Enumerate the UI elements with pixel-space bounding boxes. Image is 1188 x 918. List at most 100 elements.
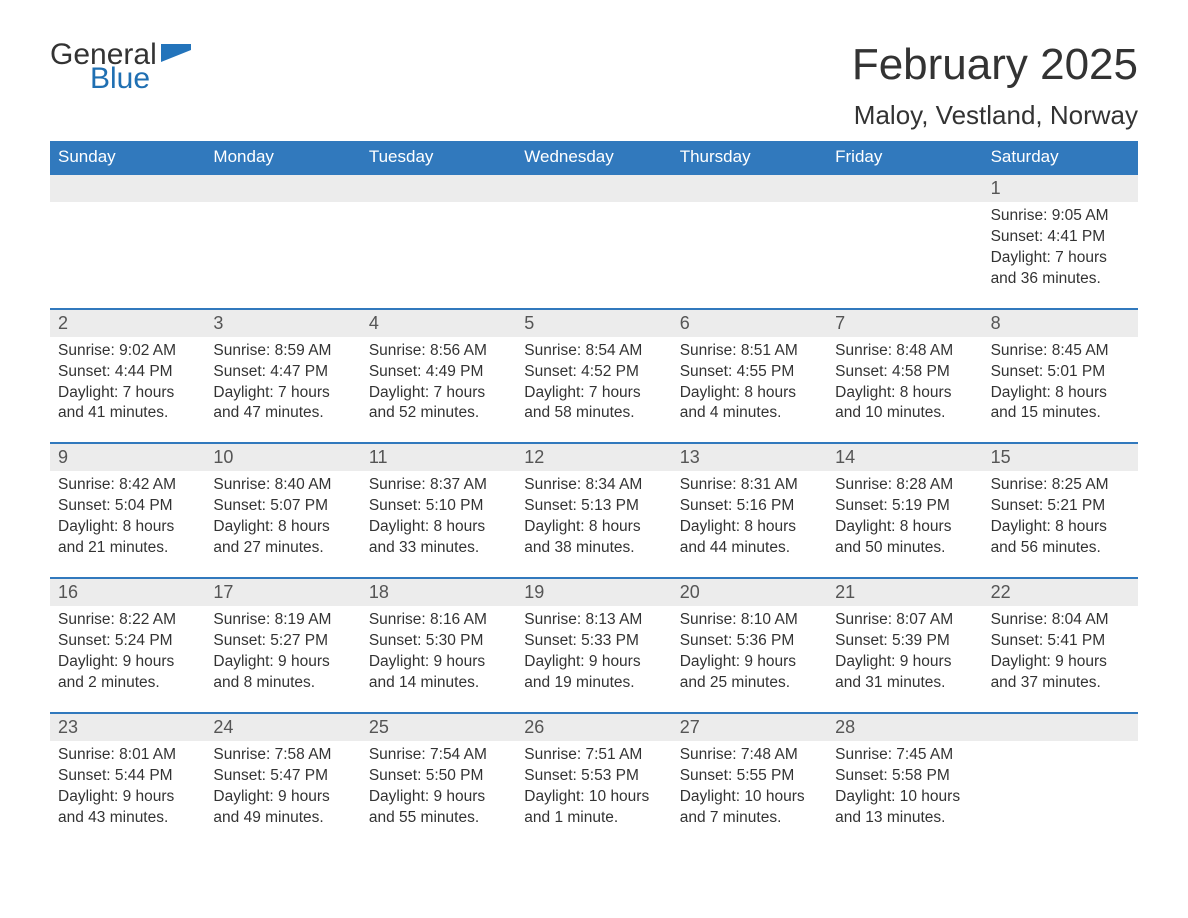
date-cell: 20 bbox=[672, 579, 827, 606]
daylight2-text: and 15 minutes. bbox=[991, 403, 1130, 424]
content-row: Sunrise: 8:22 AMSunset: 5:24 PM Daylight:… bbox=[50, 606, 1138, 712]
sunset-text: Sunset: 5:04 PM bbox=[58, 496, 197, 517]
daylight2-text: and 8 minutes. bbox=[213, 673, 352, 694]
date-row: 1 bbox=[50, 173, 1138, 202]
content-row: Sunrise: 8:42 AMSunset: 5:04 PM Daylight:… bbox=[50, 471, 1138, 577]
day-content: Sunrise: 8:59 AMSunset: 4:47 PMDaylight:… bbox=[205, 337, 360, 443]
sunrise-text: Sunrise: 8:19 AM bbox=[213, 610, 352, 631]
day-content bbox=[672, 202, 827, 308]
day-content: Sunrise: 8:07 AMSunset: 5:39 PMDaylight:… bbox=[827, 606, 982, 712]
date-cell: 16 bbox=[50, 579, 205, 606]
date-cell: 9 bbox=[50, 444, 205, 471]
logo-blue: Blue bbox=[90, 64, 157, 94]
day-content bbox=[50, 202, 205, 308]
day-content: Sunrise: 8:22 AMSunset: 5:24 PMDaylight:… bbox=[50, 606, 205, 712]
daylight2-text: and 36 minutes. bbox=[991, 269, 1130, 290]
date-cell: 18 bbox=[361, 579, 516, 606]
sunrise-text: Sunrise: 8:22 AM bbox=[58, 610, 197, 631]
content-row: Sunrise: 9:02 AMSunset: 4:44 PMDaylight:… bbox=[50, 337, 1138, 443]
daylight2-text: and 43 minutes. bbox=[58, 808, 197, 829]
date-cell: 21 bbox=[827, 579, 982, 606]
sunrise-text: Sunrise: 8:42 AM bbox=[58, 475, 197, 496]
date-cell bbox=[516, 175, 671, 202]
date-cell: 24 bbox=[205, 714, 360, 741]
sunrise-text: Sunrise: 8:25 AM bbox=[991, 475, 1130, 496]
date-cell bbox=[672, 175, 827, 202]
daylight1-text: Daylight: 7 hours bbox=[991, 248, 1130, 269]
daylight1-text: Daylight: 9 hours bbox=[369, 787, 508, 808]
date-cell: 4 bbox=[361, 310, 516, 337]
daylight2-text: and 50 minutes. bbox=[835, 538, 974, 559]
date-row: 9101112131415 bbox=[50, 442, 1138, 471]
sunset-text: Sunset: 4:49 PM bbox=[369, 362, 508, 383]
daylight1-text: Daylight: 8 hours bbox=[835, 517, 974, 538]
date-cell bbox=[50, 175, 205, 202]
sunset-text: Sunset: 5:55 PM bbox=[680, 766, 819, 787]
sunrise-text: Sunrise: 8:31 AM bbox=[680, 475, 819, 496]
daylight1-text: Daylight: 9 hours bbox=[58, 787, 197, 808]
daylight1-text: Daylight: 9 hours bbox=[680, 652, 819, 673]
sunset-text: Sunset: 5:10 PM bbox=[369, 496, 508, 517]
day-label-wednesday: Wednesday bbox=[516, 141, 671, 173]
daylight1-text: Daylight: 10 hours bbox=[835, 787, 974, 808]
daylight1-text: Daylight: 9 hours bbox=[835, 652, 974, 673]
date-cell: 19 bbox=[516, 579, 671, 606]
date-cell: 23 bbox=[50, 714, 205, 741]
daylight1-text: Daylight: 8 hours bbox=[991, 517, 1130, 538]
daylight2-text: and 2 minutes. bbox=[58, 673, 197, 694]
day-content: Sunrise: 7:48 AMSunset: 5:55 PMDaylight:… bbox=[672, 741, 827, 847]
weeks-container: 1Sunrise: 9:05 AMSunset: 4:41 PMDaylight… bbox=[50, 173, 1138, 846]
sunset-text: Sunset: 5:19 PM bbox=[835, 496, 974, 517]
month-title: February 2025 bbox=[852, 40, 1138, 90]
sunset-text: Sunset: 5:47 PM bbox=[213, 766, 352, 787]
sunrise-text: Sunrise: 8:51 AM bbox=[680, 341, 819, 362]
day-content: Sunrise: 7:45 AMSunset: 5:58 PMDaylight:… bbox=[827, 741, 982, 847]
daylight1-text: Daylight: 7 hours bbox=[213, 383, 352, 404]
daylight2-text: and 37 minutes. bbox=[991, 673, 1130, 694]
sunrise-text: Sunrise: 8:28 AM bbox=[835, 475, 974, 496]
sunset-text: Sunset: 5:21 PM bbox=[991, 496, 1130, 517]
day-content bbox=[361, 202, 516, 308]
date-cell: 12 bbox=[516, 444, 671, 471]
sunset-text: Sunset: 5:16 PM bbox=[680, 496, 819, 517]
content-row: Sunrise: 9:05 AMSunset: 4:41 PMDaylight:… bbox=[50, 202, 1138, 308]
daylight1-text: Daylight: 9 hours bbox=[524, 652, 663, 673]
sunset-text: Sunset: 5:30 PM bbox=[369, 631, 508, 652]
sunset-text: Sunset: 5:24 PM bbox=[58, 631, 197, 652]
day-content: Sunrise: 7:54 AMSunset: 5:50 PMDaylight:… bbox=[361, 741, 516, 847]
daylight1-text: Daylight: 8 hours bbox=[213, 517, 352, 538]
date-cell: 7 bbox=[827, 310, 982, 337]
day-content bbox=[205, 202, 360, 308]
calendar: Sunday Monday Tuesday Wednesday Thursday… bbox=[50, 141, 1138, 846]
daylight1-text: Daylight: 8 hours bbox=[680, 517, 819, 538]
day-content bbox=[516, 202, 671, 308]
day-content: Sunrise: 8:45 AMSunset: 5:01 PMDaylight:… bbox=[983, 337, 1138, 443]
daylight1-text: Daylight: 9 hours bbox=[213, 787, 352, 808]
daylight2-text: and 10 minutes. bbox=[835, 403, 974, 424]
sunrise-text: Sunrise: 8:13 AM bbox=[524, 610, 663, 631]
daylight1-text: Daylight: 10 hours bbox=[680, 787, 819, 808]
sunrise-text: Sunrise: 8:45 AM bbox=[991, 341, 1130, 362]
day-content: Sunrise: 8:40 AMSunset: 5:07 PMDaylight:… bbox=[205, 471, 360, 577]
sunrise-text: Sunrise: 8:10 AM bbox=[680, 610, 819, 631]
daylight2-text: and 31 minutes. bbox=[835, 673, 974, 694]
daylight2-text: and 33 minutes. bbox=[369, 538, 508, 559]
sunrise-text: Sunrise: 7:54 AM bbox=[369, 745, 508, 766]
day-content bbox=[983, 741, 1138, 847]
daylight2-text: and 52 minutes. bbox=[369, 403, 508, 424]
daylight2-text: and 41 minutes. bbox=[58, 403, 197, 424]
daylight2-text: and 21 minutes. bbox=[58, 538, 197, 559]
day-label-thursday: Thursday bbox=[672, 141, 827, 173]
day-content: Sunrise: 8:13 AMSunset: 5:33 PMDaylight:… bbox=[516, 606, 671, 712]
date-cell: 13 bbox=[672, 444, 827, 471]
date-row: 16171819202122 bbox=[50, 577, 1138, 606]
daylight1-text: Daylight: 9 hours bbox=[369, 652, 508, 673]
sunrise-text: Sunrise: 8:37 AM bbox=[369, 475, 508, 496]
date-cell: 1 bbox=[983, 175, 1138, 202]
sunrise-text: Sunrise: 7:58 AM bbox=[213, 745, 352, 766]
daylight2-text: and 58 minutes. bbox=[524, 403, 663, 424]
daylight1-text: Daylight: 8 hours bbox=[680, 383, 819, 404]
date-cell: 3 bbox=[205, 310, 360, 337]
daylight2-text: and 25 minutes. bbox=[680, 673, 819, 694]
daylight1-text: Daylight: 7 hours bbox=[369, 383, 508, 404]
